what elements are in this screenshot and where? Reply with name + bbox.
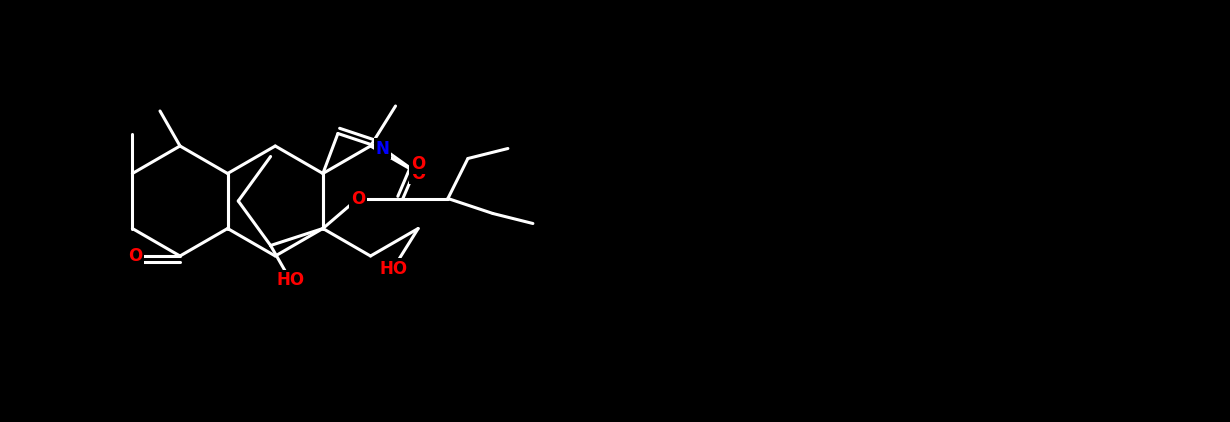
- Text: O: O: [411, 165, 426, 182]
- Text: O: O: [128, 247, 143, 265]
- Text: N: N: [376, 140, 390, 157]
- Text: O: O: [411, 154, 426, 173]
- Text: HO: HO: [277, 271, 305, 289]
- Text: O: O: [351, 189, 365, 208]
- Text: HO: HO: [379, 260, 407, 278]
